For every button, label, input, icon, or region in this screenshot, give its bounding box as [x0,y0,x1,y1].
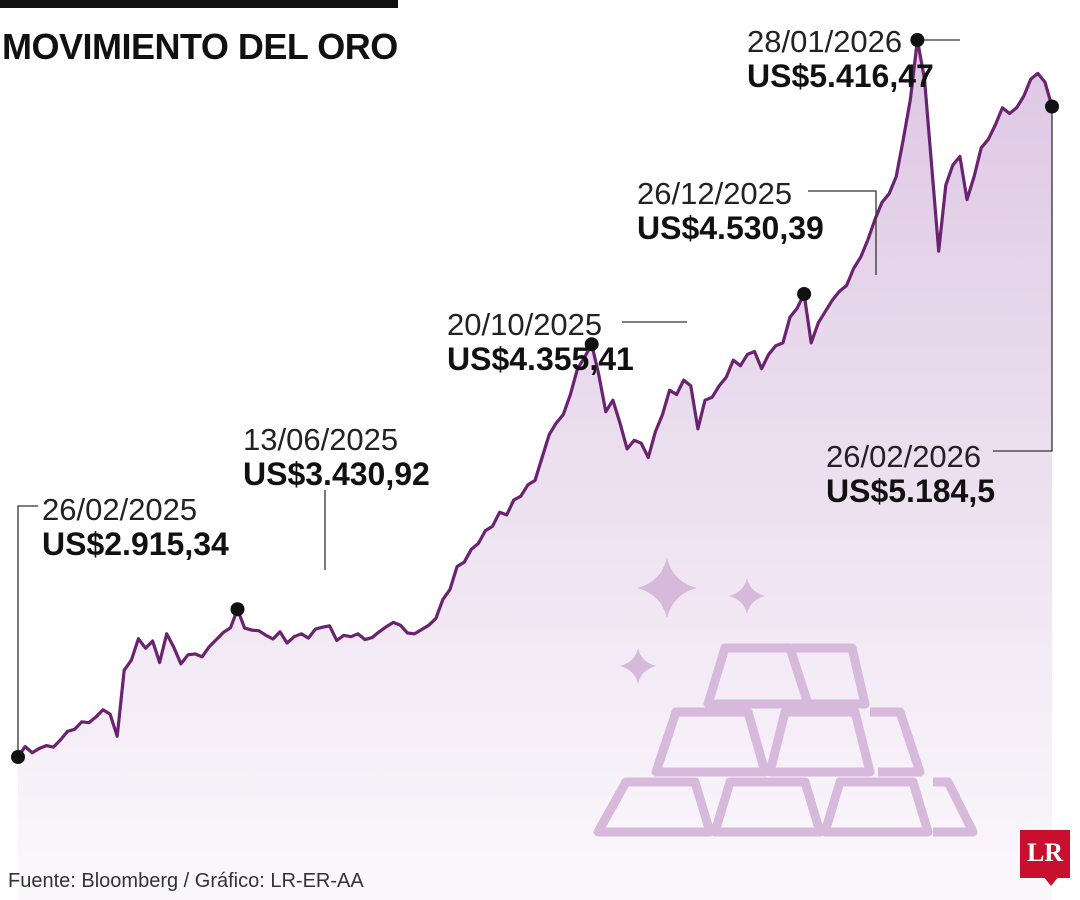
annotation-price: US$2.915,34 [42,526,229,562]
annotation-price: US$4.355,41 [447,341,634,377]
annotation-jun: 13/06/2025 US$3.430,92 [243,424,430,490]
annotation-date: 13/06/2025 [243,422,399,457]
annotation-date: 26/12/2025 [637,176,793,211]
annotation-dec: 26/12/2025 US$4.530,39 [637,178,824,244]
annotation-point [584,337,599,352]
annotation-date: 28/01/2026 [747,24,903,59]
annotation-date: 20/10/2025 [447,307,603,342]
annotation-price: US$3.430,92 [243,456,430,492]
sparkle-icon [620,648,656,684]
annotation-point [797,287,812,301]
lr-logo: LR [1020,830,1070,878]
annotation-start: 26/02/2025 US$2.915,34 [42,494,229,560]
annotation-point [230,602,245,617]
chart-title: MOVIMIENTO DEL ORO [2,26,398,67]
title-rule [0,0,398,8]
price-line [16,38,1054,758]
annotation-oct: 20/10/2025 US$4.355,41 [447,309,634,375]
annotation-price: US$5.184,5 [826,473,996,509]
gold-bars-icon [593,558,978,837]
annotation-date: 26/02/2025 [42,492,198,527]
sparkle-icon [637,558,697,618]
annotation-point [910,33,925,47]
annotation-leader-line [17,505,38,757]
annotation-leader-line [993,105,1053,452]
annotation-end: 26/02/2026 US$5.184,5 [826,441,995,507]
source-note: Fuente: Bloomberg / Gráfico: LR-ER-AA [8,870,364,892]
annotation-jan: 28/01/2026 US$5.416,47 [747,26,934,92]
annotation-point [11,750,25,764]
sparkle-icon [729,578,765,614]
lr-logo-tail [1043,876,1059,886]
annotation-date: 26/02/2026 [826,439,982,474]
annotation-leader-line [808,190,877,275]
annotation-price: US$4.530,39 [637,210,824,246]
price-area [18,40,1052,900]
annotation-point [1045,99,1059,114]
annotation-price: US$5.416,47 [747,58,934,94]
